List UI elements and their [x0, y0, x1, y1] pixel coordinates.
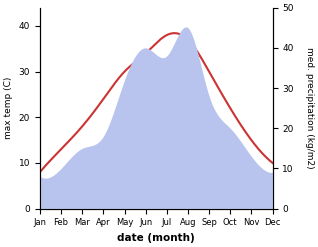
X-axis label: date (month): date (month) — [117, 233, 195, 243]
Y-axis label: max temp (C): max temp (C) — [4, 77, 13, 139]
Y-axis label: med. precipitation (kg/m2): med. precipitation (kg/m2) — [305, 47, 314, 169]
